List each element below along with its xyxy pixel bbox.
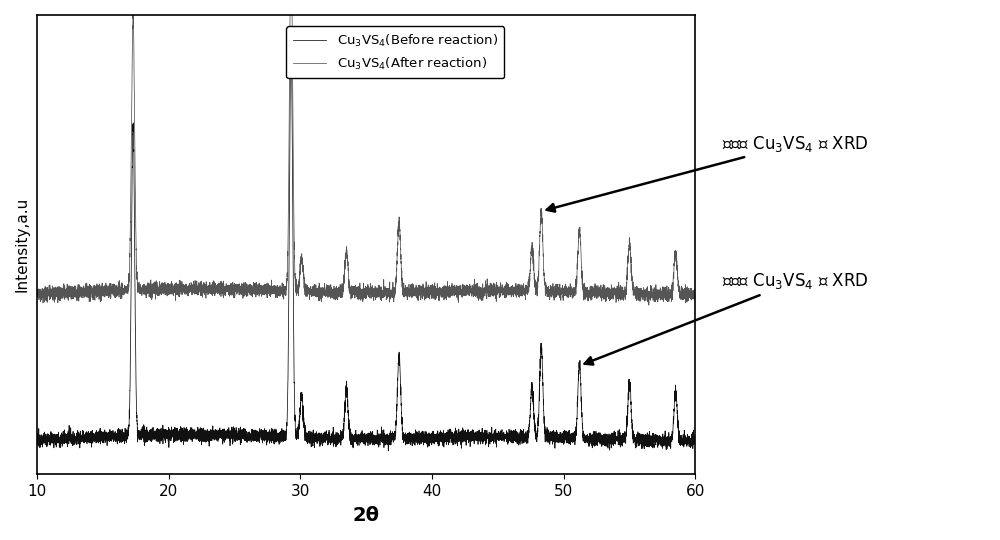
Cu$_3$VS$_4$(After reaction): [31, 294, 43, 300]
Cu$_3$VS$_4$(Before reaction): [31, 437, 43, 443]
Cu$_3$VS$_4$(After reaction): [643, 302, 655, 308]
Cu$_3$VS$_4$(Before reaction): [64, 434, 76, 441]
Cu$_3$VS$_4$(Before reaction): [554, 431, 566, 438]
Text: 催化后 Cu$_3$VS$_4$ 的 XRD: 催化后 Cu$_3$VS$_4$ 的 XRD: [547, 133, 868, 212]
Cu$_3$VS$_4$(Before reaction): [269, 435, 281, 441]
Cu$_3$VS$_4$(Before reaction): [421, 434, 433, 441]
Y-axis label: Intensity,a.u: Intensity,a.u: [15, 197, 30, 292]
Cu$_3$VS$_4$(Before reaction): [382, 448, 394, 454]
Line: Cu$_3$VS$_4$(After reaction): Cu$_3$VS$_4$(After reaction): [37, 0, 695, 305]
Cu$_3$VS$_4$(After reaction): [64, 292, 76, 299]
Cu$_3$VS$_4$(After reaction): [449, 287, 461, 294]
Cu$_3$VS$_4$(Before reaction): [689, 436, 701, 442]
Cu$_3$VS$_4$(Before reaction): [449, 424, 461, 431]
Cu$_3$VS$_4$(After reaction): [269, 286, 281, 292]
X-axis label: 2θ: 2θ: [353, 506, 380, 525]
Cu$_3$VS$_4$(After reaction): [689, 294, 701, 300]
Cu$_3$VS$_4$(Before reaction): [519, 434, 531, 441]
Cu$_3$VS$_4$(After reaction): [421, 288, 433, 294]
Cu$_3$VS$_4$(After reaction): [554, 290, 566, 296]
Legend: Cu$_3$VS$_4$(Before reaction), Cu$_3$VS$_4$(After reaction): Cu$_3$VS$_4$(Before reaction), Cu$_3$VS$…: [286, 26, 504, 78]
Text: 催化前 Cu$_3$VS$_4$ 的 XRD: 催化前 Cu$_3$VS$_4$ 的 XRD: [585, 272, 868, 364]
Cu$_3$VS$_4$(Before reaction): [285, 29, 297, 36]
Line: Cu$_3$VS$_4$(Before reaction): Cu$_3$VS$_4$(Before reaction): [37, 32, 695, 451]
Cu$_3$VS$_4$(After reaction): [519, 292, 531, 299]
